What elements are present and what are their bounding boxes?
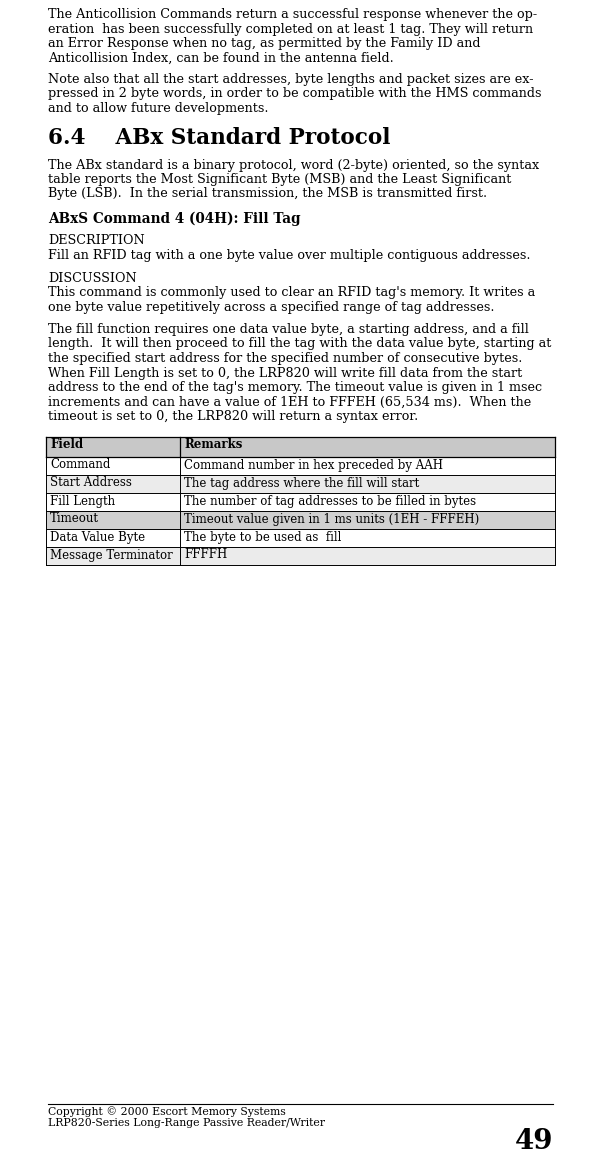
Text: DISCUSSION: DISCUSSION (48, 272, 137, 285)
Bar (46, 457, 555, 474)
Text: Message Terminator: Message Terminator (50, 548, 172, 561)
Text: The number of tag addresses to be filled in bytes: The number of tag addresses to be filled… (184, 495, 476, 508)
Text: Note also that all the start addresses, byte lengths and packet sizes are ex-: Note also that all the start addresses, … (48, 73, 534, 86)
Text: table reports the Most Significant Byte (MSB) and the Least Significant: table reports the Most Significant Byte … (48, 173, 511, 186)
Text: 6.4    ABx Standard Protocol: 6.4 ABx Standard Protocol (48, 127, 391, 149)
Text: Timeout value given in 1 ms units (1EH - FFFEH): Timeout value given in 1 ms units (1EH -… (184, 512, 479, 525)
Text: Copyright © 2000 Escort Memory Systems: Copyright © 2000 Escort Memory Systems (48, 1106, 285, 1117)
Bar (46, 546, 555, 565)
Text: This command is commonly used to clear an RFID tag's memory. It writes a: This command is commonly used to clear a… (48, 286, 535, 299)
Text: Byte (LSB).  In the serial transmission, the MSB is transmitted first.: Byte (LSB). In the serial transmission, … (48, 187, 487, 201)
Text: Anticollision Index, can be found in the antenna field.: Anticollision Index, can be found in the… (48, 51, 394, 65)
Text: address to the end of the tag's memory. The timeout value is given in 1 msec: address to the end of the tag's memory. … (48, 381, 542, 394)
Text: Remarks: Remarks (184, 438, 242, 452)
Text: When Fill Length is set to 0, the LRP820 will write fill data from the start: When Fill Length is set to 0, the LRP820… (48, 366, 522, 380)
Text: FFFFH: FFFFH (184, 548, 227, 561)
Text: The tag address where the fill will start: The tag address where the fill will star… (184, 476, 419, 489)
Text: DESCRIPTION: DESCRIPTION (48, 235, 145, 248)
Text: and to allow future developments.: and to allow future developments. (48, 102, 269, 115)
Text: The byte to be used as  fill: The byte to be used as fill (184, 531, 341, 544)
Text: Start Address: Start Address (50, 476, 132, 489)
Text: an Error Response when no tag, as permitted by the Family ID and: an Error Response when no tag, as permit… (48, 37, 481, 50)
Bar (46, 474, 555, 493)
Text: the specified start address for the specified number of consecutive bytes.: the specified start address for the spec… (48, 352, 522, 365)
Text: pressed in 2 byte words, in order to be compatible with the HMS commands: pressed in 2 byte words, in order to be … (48, 87, 542, 100)
Text: eration  has been successfully completed on at least 1 tag. They will return: eration has been successfully completed … (48, 22, 533, 36)
Text: timeout is set to 0, the LRP820 will return a syntax error.: timeout is set to 0, the LRP820 will ret… (48, 410, 418, 423)
Text: 49: 49 (514, 1128, 553, 1155)
Text: one byte value repetitively across a specified range of tag addresses.: one byte value repetitively across a spe… (48, 301, 495, 314)
Text: The ABx standard is a binary protocol, word (2-byte) oriented, so the syntax: The ABx standard is a binary protocol, w… (48, 158, 539, 172)
Text: increments and can have a value of 1EH to FFFEH (65,534 ms).  When the: increments and can have a value of 1EH t… (48, 395, 531, 409)
Text: The Anticollision Commands return a successful response whenever the op-: The Anticollision Commands return a succ… (48, 8, 537, 21)
Bar (46, 493, 555, 510)
Text: length.  It will then proceed to fill the tag with the data value byte, starting: length. It will then proceed to fill the… (48, 337, 551, 351)
Text: Field: Field (50, 438, 83, 452)
Text: Data Value Byte: Data Value Byte (50, 531, 145, 544)
Text: Fill an RFID tag with a one byte value over multiple contiguous addresses.: Fill an RFID tag with a one byte value o… (48, 249, 531, 261)
Text: The fill function requires one data value byte, a starting address, and a fill: The fill function requires one data valu… (48, 323, 529, 336)
Text: Timeout: Timeout (50, 512, 99, 525)
Bar (46, 529, 555, 546)
Bar (46, 437, 555, 457)
Text: Fill Length: Fill Length (50, 495, 115, 508)
Text: Command number in hex preceded by AAH: Command number in hex preceded by AAH (184, 459, 443, 472)
Text: ABxS Command 4 (04H): Fill Tag: ABxS Command 4 (04H): Fill Tag (48, 211, 300, 227)
Bar (46, 510, 555, 529)
Text: LRP820-Series Long-Range Passive Reader/Writer: LRP820-Series Long-Range Passive Reader/… (48, 1118, 325, 1128)
Text: Command: Command (50, 459, 111, 472)
